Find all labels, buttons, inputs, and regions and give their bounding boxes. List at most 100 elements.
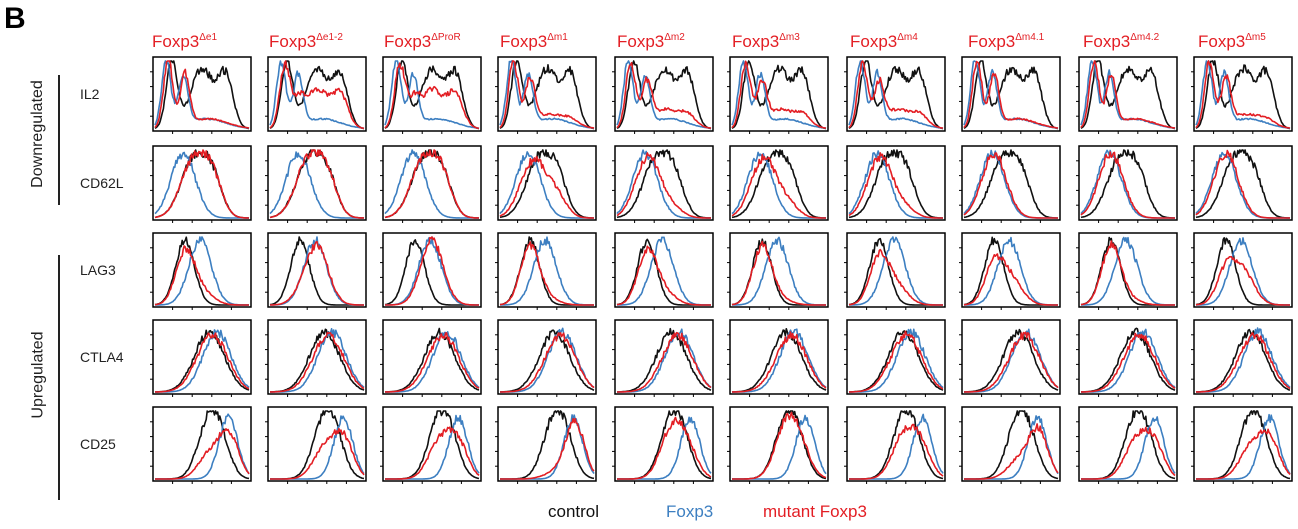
column-title-4: Foxp3Δm2 xyxy=(617,32,685,51)
panel-ctla4-4 xyxy=(612,319,714,397)
legend-foxp3: Foxp3 xyxy=(666,502,714,521)
panel-frame xyxy=(382,319,482,395)
panel-ctla4-3 xyxy=(495,319,597,397)
histogram-control xyxy=(732,328,827,393)
histogram-control xyxy=(499,236,594,306)
histogram-mutant xyxy=(732,411,827,480)
panel-frame xyxy=(961,232,1061,308)
marker-label-cd25: CD25 xyxy=(80,436,116,452)
panel-frame xyxy=(497,56,597,132)
panel-il2-6 xyxy=(844,56,946,134)
column-title-9: Foxp3Δm5 xyxy=(1198,32,1266,51)
panel-ctla4-0 xyxy=(150,319,252,397)
histogram-mutant xyxy=(499,155,594,219)
panel-lag3-7 xyxy=(959,232,1061,310)
histogram-foxp3 xyxy=(617,236,711,306)
panel-frame xyxy=(1078,406,1178,482)
panel-ctla4-8 xyxy=(1076,319,1178,397)
panel-cd25-3 xyxy=(495,406,597,484)
panel-frame xyxy=(267,232,367,308)
panel-cd62l-1 xyxy=(265,145,367,223)
panel-frame xyxy=(1078,232,1178,308)
histogram-control xyxy=(616,149,712,219)
histogram-mutant xyxy=(269,240,364,306)
histogram-mutant xyxy=(154,245,249,306)
histogram-control xyxy=(731,60,827,130)
histogram-foxp3 xyxy=(385,331,480,393)
panel-frame xyxy=(614,56,714,132)
panel-frame xyxy=(846,56,946,132)
histogram-mutant xyxy=(270,331,365,393)
panel-frame xyxy=(846,406,946,482)
histogram-foxp3 xyxy=(500,414,595,480)
histogram-mutant xyxy=(731,153,826,219)
histogram-control xyxy=(1081,327,1176,393)
histogram-mutant xyxy=(155,428,250,480)
histogram-mutant xyxy=(617,331,712,393)
panel-frame xyxy=(961,145,1061,221)
panel-frame xyxy=(382,145,482,221)
histogram-mutant xyxy=(1081,332,1176,393)
panel-cd25-8 xyxy=(1076,406,1178,484)
histogram-control xyxy=(1081,410,1176,480)
panel-cd62l-8 xyxy=(1076,145,1178,223)
panel-frame xyxy=(961,406,1061,482)
panel-cd25-2 xyxy=(380,406,482,484)
histogram-control xyxy=(617,410,712,480)
panel-il2-0 xyxy=(150,56,252,134)
panel-frame xyxy=(846,319,946,395)
histogram-control xyxy=(500,410,595,480)
histogram-control xyxy=(848,60,944,130)
panel-frame xyxy=(1193,232,1293,308)
column-title-0: Foxp3Δe1 xyxy=(152,32,218,51)
histogram-mutant xyxy=(500,417,595,480)
column-title-6: Foxp3Δm4 xyxy=(850,32,918,51)
panel-frame xyxy=(1193,406,1293,482)
histogram-control xyxy=(732,410,827,480)
histogram-control xyxy=(964,410,1059,480)
legend-mutant-foxp3: mutant Foxp3 xyxy=(763,502,867,521)
histogram-foxp3 xyxy=(1196,327,1291,393)
panel-frame xyxy=(1193,145,1293,221)
histogram-control xyxy=(1195,60,1291,130)
panel-cd25-4 xyxy=(612,406,714,484)
histogram-mutant xyxy=(964,423,1059,480)
panel-il2-8 xyxy=(1076,56,1178,134)
panel-frame xyxy=(729,232,829,308)
histogram-control xyxy=(963,149,1058,219)
panel-ctla4-7 xyxy=(959,319,1061,397)
panel-il2-7 xyxy=(959,56,1061,134)
histogram-mutant xyxy=(963,253,1058,306)
panel-cd62l-3 xyxy=(495,145,597,223)
histogram-foxp3 xyxy=(384,149,479,219)
marker-label-ctla4: CTLA4 xyxy=(80,349,124,365)
histogram-mutant xyxy=(384,62,480,130)
panel-frame xyxy=(152,406,252,482)
panel-frame xyxy=(1078,319,1178,395)
panel-cd25-5 xyxy=(727,406,829,484)
panel-frame xyxy=(614,145,714,221)
histogram-foxp3 xyxy=(1081,236,1175,306)
panel-il2-9 xyxy=(1191,56,1293,134)
histogram-control xyxy=(731,149,827,219)
histogram-foxp3 xyxy=(732,328,827,393)
panel-cd62l-7 xyxy=(959,145,1061,223)
column-title-7: Foxp3Δm4.1 xyxy=(968,32,1045,51)
histogram-foxp3 xyxy=(731,151,826,219)
panel-lag3-1 xyxy=(265,232,367,310)
histogram-foxp3 xyxy=(385,236,479,306)
histogram-foxp3 xyxy=(384,60,480,129)
histogram-control xyxy=(269,236,364,306)
histogram-control xyxy=(1195,237,1290,306)
histogram-mutant xyxy=(731,331,827,393)
histogram-mutant xyxy=(154,60,250,129)
panel-il2-2 xyxy=(380,56,482,134)
panel-lag3-9 xyxy=(1191,232,1293,310)
histogram-mutant xyxy=(500,332,595,393)
histogram-foxp3 xyxy=(732,236,826,306)
histogram-mutant xyxy=(1195,149,1290,219)
histogram-mutant xyxy=(1195,60,1291,129)
histogram-control xyxy=(384,239,479,306)
histogram-mutant xyxy=(848,152,943,219)
